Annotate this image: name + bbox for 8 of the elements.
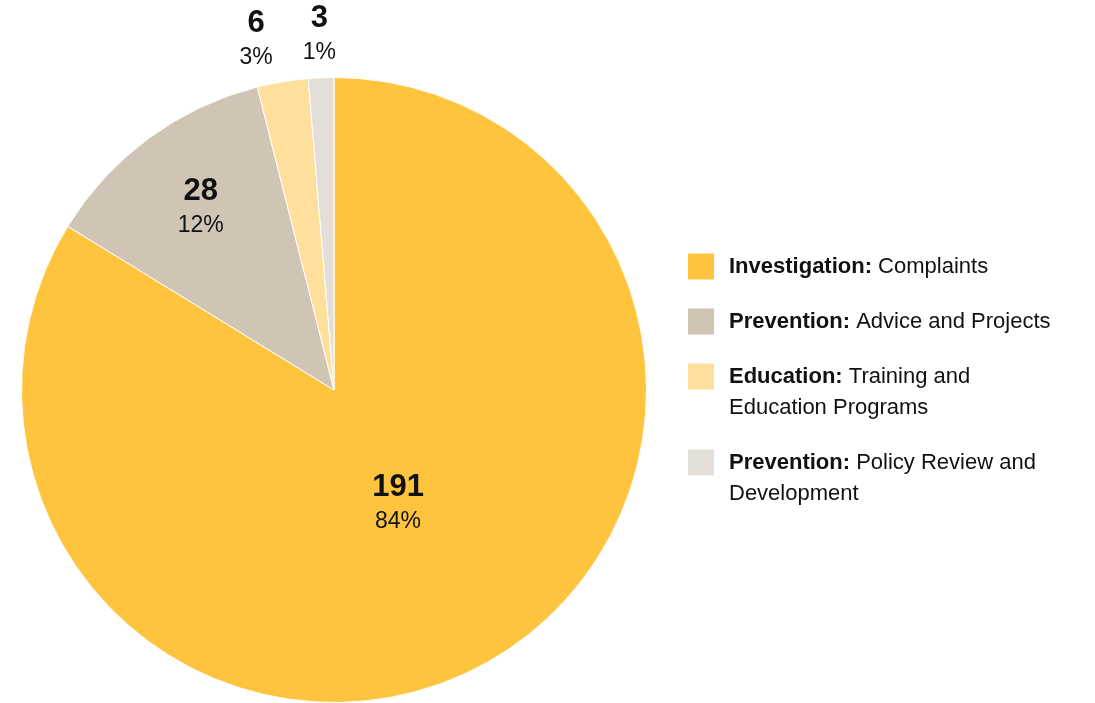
data-label: 191 84%	[372, 468, 424, 533]
legend-label: Education: Training and Education Programs	[729, 362, 971, 419]
legend-label: Investigation: Complaints	[729, 252, 989, 278]
legend-label: Prevention: Advice and Projects	[729, 307, 1051, 333]
data-label: 3 1%	[302, 0, 336, 65]
legend-label: Prevention: Policy Review and Development	[729, 448, 1036, 505]
data-label: 28 12%	[177, 172, 224, 238]
data-label: 6 3%	[239, 3, 273, 69]
